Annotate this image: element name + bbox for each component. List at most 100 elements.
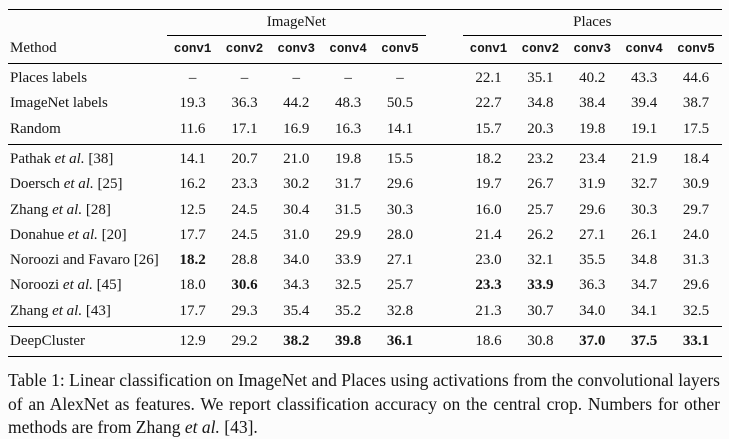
value-cell: 17.7	[166, 298, 219, 328]
value-cell: 29.6	[682, 277, 710, 294]
value-cell: –	[292, 70, 301, 87]
value-cell: 15.5	[386, 150, 414, 167]
value-cell: 18.4	[682, 150, 710, 167]
value-cell: 27.1	[579, 226, 606, 243]
value-cell: 21.3	[462, 298, 515, 328]
value-cell: 37.0	[566, 326, 619, 358]
value-cell: 29.6	[386, 176, 414, 193]
table-header: ImageNet Places Method conv1 conv2 conv3 conv4…	[8, 9, 722, 65]
value-cell: 30.9	[682, 176, 710, 193]
value-cell: 40.2	[579, 70, 606, 87]
value-cell: 30.2	[283, 176, 310, 193]
value-cell: 29.7	[682, 201, 710, 218]
method-cell: Zhang et al. [28]	[10, 201, 111, 218]
method-column-header: Method	[8, 35, 167, 65]
value-cell: 18.2	[475, 150, 502, 167]
value-cell: 33.1	[670, 326, 722, 358]
value-cell: 24.0	[682, 226, 710, 243]
group-gap	[425, 35, 463, 65]
group-gap	[426, 144, 463, 172]
value-cell: 22.7	[475, 95, 502, 112]
group-gap	[426, 64, 463, 92]
group-gap	[426, 273, 463, 298]
table-body: Places labels – – – – – 22.1 35.1 40.2 43.3 44.6 Im…	[8, 64, 722, 358]
value-cell: 21.0	[283, 150, 310, 167]
value-cell: 16.9	[270, 116, 323, 145]
value-cell: 31.5	[335, 201, 362, 218]
value-cell: 22.1	[475, 70, 502, 87]
col-header-imagenet-conv5: conv5	[374, 35, 426, 65]
group-header-row: ImageNet Places	[8, 9, 722, 37]
table-row: Donahue et al. [20] 17.7 24.5 31.0 29.9 28.0 2…	[8, 223, 722, 248]
value-cell: –	[344, 70, 352, 87]
method-cell: Noroozi et al. [45]	[10, 277, 122, 294]
group-gap	[425, 326, 463, 358]
value-cell: 44.6	[682, 70, 710, 87]
value-cell: 36.1	[374, 326, 426, 358]
results-table: ImageNet Places Method conv1 conv2 conv3 conv4…	[8, 9, 722, 358]
group-header-places: Places	[462, 9, 722, 37]
value-cell: 35.5	[579, 252, 606, 269]
value-cell: 15.7	[462, 116, 515, 145]
value-cell: 21.4	[475, 226, 502, 243]
value-cell: 38.2	[270, 326, 323, 358]
value-cell: 29.2	[218, 326, 271, 358]
value-cell: 28.8	[231, 252, 258, 269]
value-cell: 48.3	[335, 95, 362, 112]
value-cell: 23.0	[475, 252, 502, 269]
value-cell: 17.5	[670, 116, 722, 145]
value-cell: –	[396, 70, 404, 87]
value-cell: 20.7	[231, 150, 258, 167]
value-cell: 36.3	[231, 95, 258, 112]
value-cell: 24.5	[231, 226, 258, 243]
value-cell: 34.1	[618, 298, 670, 328]
value-cell: 19.3	[179, 95, 206, 112]
value-cell: 32.5	[670, 298, 722, 328]
value-cell: 24.5	[231, 201, 258, 218]
value-cell: 20.3	[514, 116, 567, 145]
value-cell: 30.3	[386, 201, 414, 218]
value-cell: 32.5	[335, 277, 362, 294]
value-cell: 38.4	[579, 95, 606, 112]
value-cell: 44.2	[283, 95, 310, 112]
method-cell: Zhang et al. [43]	[8, 298, 167, 328]
table-row: Pathak et al. [38] 14.1 20.7 21.0 19.8 15.5 18…	[8, 144, 722, 172]
value-cell: 39.8	[322, 326, 375, 358]
value-cell: 12.5	[179, 201, 206, 218]
method-cell: Random	[8, 116, 167, 145]
value-cell: 30.4	[283, 201, 310, 218]
value-cell: 25.7	[527, 201, 554, 218]
value-cell: 23.3	[231, 176, 258, 193]
table-row: Random 11.6 17.1 16.9 16.3 14.1 15.7 20.3 19.8 19…	[8, 116, 722, 145]
col-header-places-conv1: conv1	[462, 35, 515, 65]
value-cell: 14.1	[374, 116, 426, 145]
value-cell: 19.8	[566, 116, 619, 145]
value-cell: 30.8	[514, 326, 567, 358]
corner-cell	[8, 10, 167, 36]
group-gap	[425, 116, 463, 145]
value-cell: 35.4	[270, 298, 323, 328]
table-row: Noroozi and Favaro [26] 18.2 28.8 34.0 33.9 2…	[8, 248, 722, 273]
value-cell: 31.9	[579, 176, 606, 193]
value-cell: 33.9	[335, 252, 362, 269]
value-cell: 16.0	[475, 201, 502, 218]
value-cell: 23.2	[527, 150, 554, 167]
group-gap	[426, 198, 463, 223]
value-cell: 16.2	[179, 176, 206, 193]
value-cell: 30.7	[514, 298, 567, 328]
value-cell: 11.6	[166, 116, 219, 145]
group-gap	[426, 248, 463, 273]
method-cell: Places labels	[10, 70, 88, 87]
method-cell: ImageNet labels	[10, 95, 108, 112]
value-cell: 34.7	[630, 277, 658, 294]
value-cell: 14.1	[179, 150, 206, 167]
value-cell: 17.7	[179, 226, 206, 243]
value-cell: 31.3	[682, 252, 710, 269]
value-cell: 39.4	[630, 95, 658, 112]
value-cell: 37.5	[618, 326, 670, 358]
value-cell: 12.9	[166, 326, 219, 358]
table-caption: Table 1: Linear classification on ImageN…	[8, 370, 720, 437]
column-header-row: Method conv1 conv2 conv3 conv4 conv5 conv1 conv…	[8, 35, 722, 65]
col-header-imagenet-conv4: conv4	[322, 35, 375, 65]
value-cell: 23.4	[579, 150, 606, 167]
